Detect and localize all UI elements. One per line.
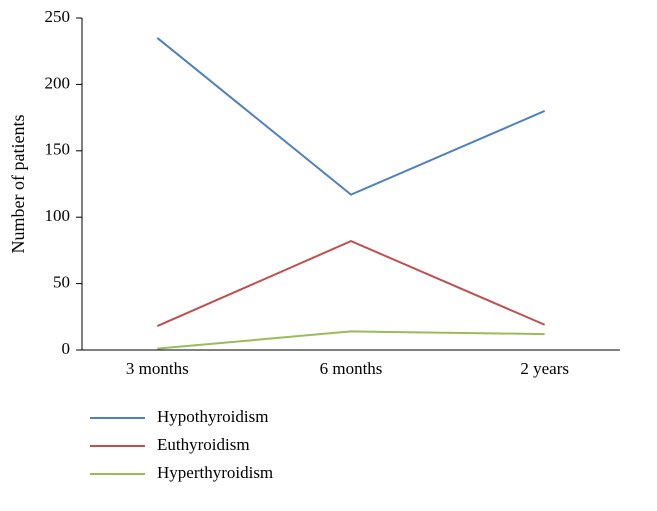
ytick-label: 100: [45, 206, 71, 225]
xtick-label: 3 months: [126, 359, 189, 378]
legend-label: Euthyroidism: [157, 435, 250, 454]
ytick-label: 50: [53, 273, 70, 292]
ytick-label: 250: [45, 7, 71, 26]
chart-container: 0 50 100 150 200 250 3 months 6 months 2 years Nu…: [0, 0, 657, 511]
line-chart: 0 50 100 150 200 250 3 months 6 months 2 years Nu…: [0, 0, 657, 511]
legend-label: Hypothyroidism: [157, 407, 268, 426]
series-line-hypothyroidism: [157, 38, 544, 195]
xtick-label: 6 months: [320, 359, 383, 378]
series-line-hyperthyroidism: [157, 331, 544, 348]
xtick-label: 2 years: [520, 359, 569, 378]
axes: [82, 18, 620, 350]
ytick-label: 150: [45, 140, 71, 159]
ytick-label: 0: [62, 339, 71, 358]
y-axis-label: Number of patients: [8, 115, 28, 254]
ytick-label: 200: [45, 73, 71, 92]
series-line-euthyroidism: [157, 241, 544, 326]
legend-label: Hyperthyroidism: [157, 463, 273, 482]
